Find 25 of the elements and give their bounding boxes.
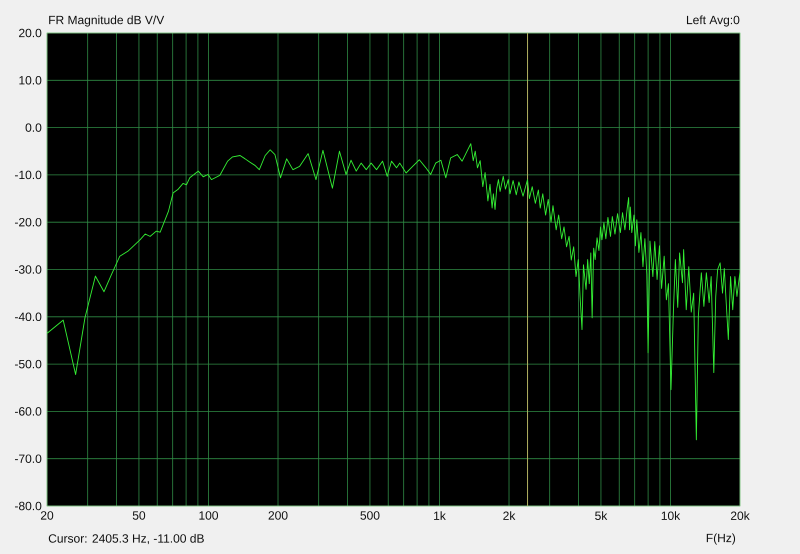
x-tick-label: 5k — [595, 511, 608, 520]
x-tick-label: 2k — [503, 511, 516, 520]
y-tick-label: -20.0 — [14, 218, 42, 226]
y-tick-label: 10.0 — [19, 76, 42, 85]
x-tick-label: 200 — [268, 511, 288, 520]
x-axis-title: F(Hz) — [706, 533, 736, 545]
x-tick-label: 20 — [40, 511, 54, 520]
y-tick-label: -60.0 — [14, 407, 42, 416]
y-tick-label: -40.0 — [14, 312, 42, 322]
y-tick-label: -70.0 — [14, 454, 42, 463]
x-tick-label: 10k — [662, 511, 680, 520]
y-tick-label: -30.0 — [14, 265, 42, 274]
x-tick-label: 1k — [434, 511, 446, 520]
text: Left Avg:0 — [686, 15, 740, 27]
x-tick-label: 20k — [730, 511, 750, 520]
chart-title: FR Magnitude dB V/V — [49, 15, 164, 27]
y-tick-label: -80.0 — [14, 502, 42, 510]
y-tick-label: 0.0 — [26, 123, 42, 132]
x-tick-label: 50 — [132, 511, 146, 520]
x-tick-label: 500 — [360, 511, 380, 520]
x-tick-label: 100 — [199, 511, 218, 520]
y-tick-label: -10.0 — [14, 170, 42, 180]
y-tick-label: 20.0 — [19, 28, 42, 38]
text: Cursor: 2405.3 Hz, -11.00 dB — [48, 534, 204, 544]
y-tick-label: -50.0 — [14, 360, 42, 368]
